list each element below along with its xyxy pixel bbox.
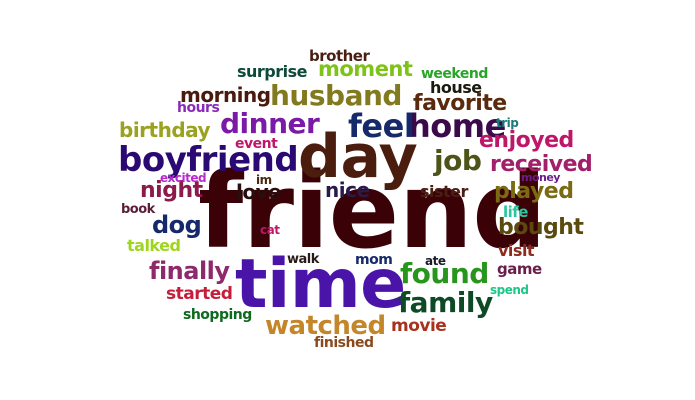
- word-day: day: [298, 122, 418, 192]
- word-family: family: [398, 286, 493, 319]
- word-boyfriend: boyfriend: [118, 140, 299, 180]
- word-house: house: [430, 78, 482, 97]
- word-hours: hours: [177, 100, 220, 116]
- word-feel: feel: [348, 107, 415, 145]
- word-enjoyed: enjoyed: [479, 128, 574, 153]
- word-game: game: [497, 260, 542, 278]
- word-shopping: shopping: [183, 307, 252, 323]
- word-finished: finished: [314, 335, 374, 351]
- word-found: found: [400, 257, 489, 290]
- word-visit: visit: [498, 241, 535, 260]
- word-surprise: surprise: [237, 62, 308, 81]
- word-finally: finally: [149, 257, 230, 285]
- word-friend: friend: [198, 150, 547, 272]
- word-book: book: [121, 202, 155, 217]
- word-nice: nice: [325, 178, 370, 202]
- word-favorite: favorite: [413, 91, 507, 116]
- word-time: time: [235, 245, 406, 324]
- word-bought: bought: [498, 215, 584, 240]
- word-weekend: weekend: [421, 66, 488, 82]
- word-excited: excited: [160, 171, 207, 185]
- word-talked: talked: [127, 236, 181, 255]
- word-event: event: [235, 136, 278, 152]
- word-movie: movie: [391, 316, 447, 336]
- word-ate: ate: [425, 254, 446, 268]
- word-cat: cat: [260, 223, 280, 237]
- word-walk: walk: [287, 252, 319, 267]
- word-brother: brother: [309, 47, 370, 65]
- word-mom: mom: [355, 252, 393, 268]
- word-morning: morning: [180, 83, 271, 107]
- word-husband: husband: [270, 79, 402, 112]
- word-played: played: [494, 179, 574, 204]
- word-sister: sister: [420, 182, 468, 201]
- word-home: home: [408, 107, 506, 145]
- word-job: job: [434, 144, 482, 177]
- word-moment: moment: [318, 57, 413, 81]
- word-money: money: [521, 171, 560, 184]
- word-started: started: [166, 284, 233, 304]
- word-im: im: [256, 173, 272, 187]
- word-love: love: [236, 180, 282, 204]
- word-trip: trip: [496, 116, 519, 130]
- word-watched: watched: [265, 311, 386, 341]
- word-spend: spend: [490, 283, 529, 297]
- word-birthday: birthday: [119, 118, 211, 142]
- word-dog: dog: [152, 211, 202, 239]
- word-dinner: dinner: [220, 107, 320, 140]
- word-received: received: [490, 152, 593, 177]
- word-life: life: [503, 203, 528, 221]
- word-night: night: [140, 178, 203, 203]
